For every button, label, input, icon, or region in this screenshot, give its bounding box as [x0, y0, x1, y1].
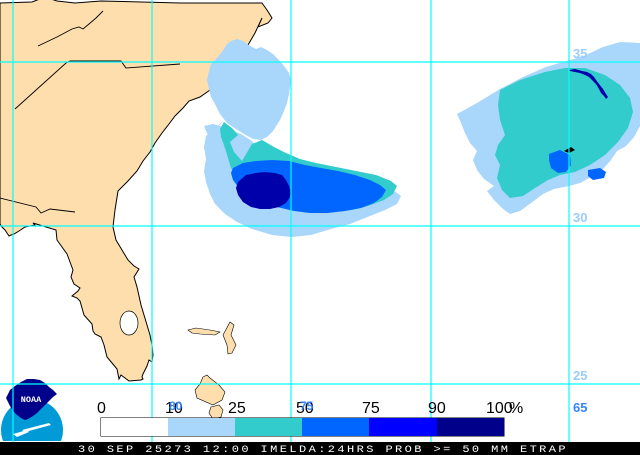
svg-text:25: 25 — [228, 400, 246, 417]
svg-text:90: 90 — [428, 400, 446, 417]
svg-text:80: 80 — [169, 399, 183, 413]
svg-text:NOAA: NOAA — [21, 395, 42, 405]
svg-text:30: 30 — [573, 210, 587, 225]
svg-text:35: 35 — [573, 46, 587, 61]
svg-text:30 SEP 25273 12:00 IMELDA:24HR: 30 SEP 25273 12:00 IMELDA:24HRS PROB >= … — [78, 444, 568, 455]
svg-text:65: 65 — [573, 400, 587, 415]
svg-text:0: 0 — [97, 400, 106, 417]
svg-text:75: 75 — [362, 400, 380, 417]
svg-text:%: % — [509, 400, 523, 417]
svg-text:25: 25 — [573, 368, 587, 383]
svg-text:75: 75 — [300, 399, 314, 413]
